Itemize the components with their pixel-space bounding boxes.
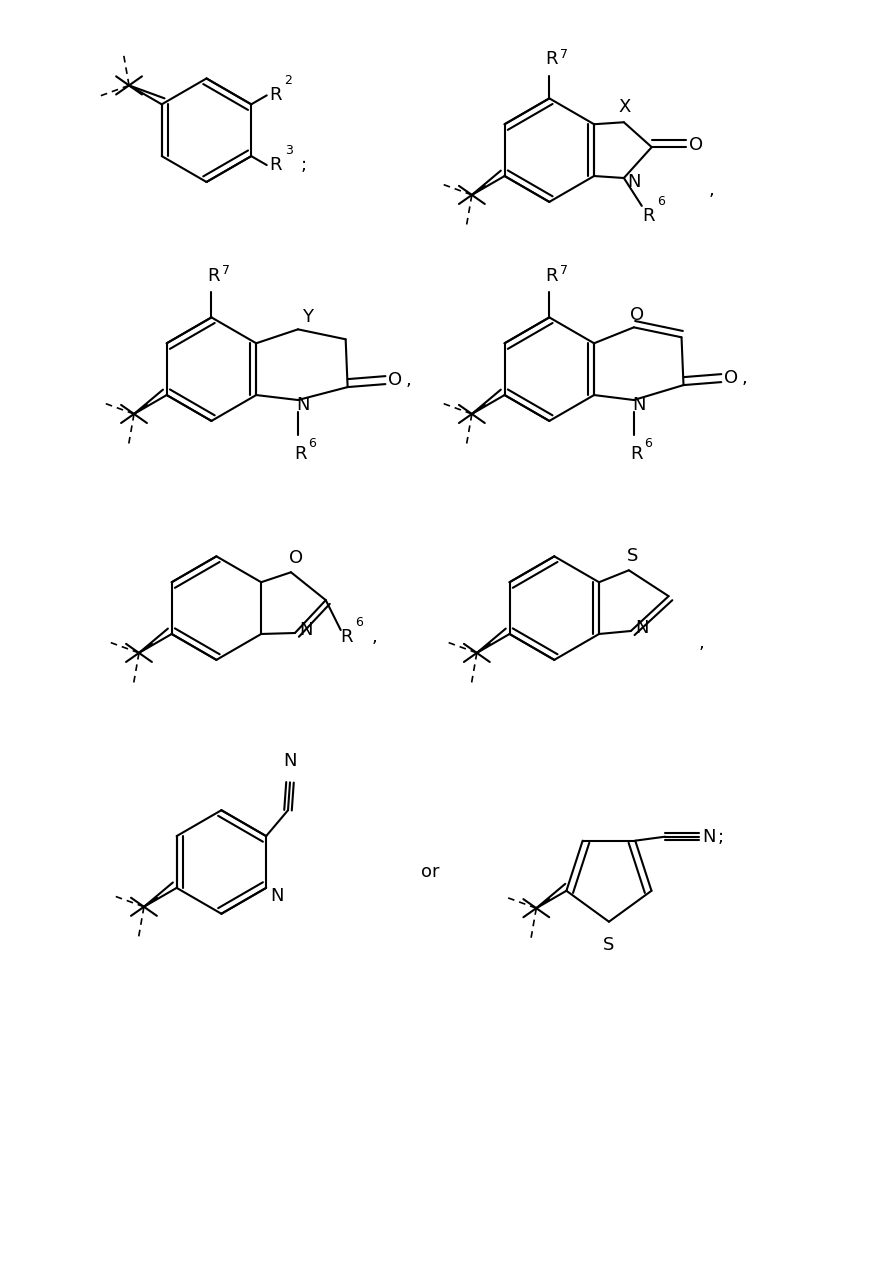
Text: R: R [270, 86, 282, 105]
Text: 7: 7 [222, 264, 230, 277]
Text: 7: 7 [560, 264, 568, 277]
Text: N: N [270, 887, 283, 904]
Text: ,: , [741, 369, 747, 388]
Text: R: R [207, 266, 220, 284]
Text: Y: Y [302, 308, 313, 326]
Text: O: O [289, 549, 304, 567]
Text: N: N [635, 619, 649, 637]
Text: ,: , [405, 371, 411, 389]
Text: N: N [632, 397, 645, 414]
Text: O: O [689, 136, 704, 154]
Text: N: N [296, 397, 310, 414]
Text: R: R [545, 51, 558, 68]
Text: 6: 6 [308, 437, 316, 450]
Text: 7: 7 [560, 48, 568, 61]
Text: ;: ; [301, 157, 306, 174]
Text: N: N [702, 827, 715, 846]
Text: O: O [630, 307, 644, 325]
Text: O: O [724, 369, 738, 388]
Text: 6: 6 [657, 195, 665, 208]
Text: R: R [545, 266, 558, 284]
Text: S: S [604, 936, 615, 954]
Text: ,: , [698, 634, 704, 652]
Text: R: R [341, 628, 353, 645]
Text: N: N [283, 753, 296, 770]
Text: R: R [294, 445, 306, 462]
Text: 3: 3 [285, 144, 293, 157]
Text: 6: 6 [643, 437, 651, 450]
Text: R: R [270, 157, 282, 174]
Text: S: S [627, 547, 638, 566]
Text: 6: 6 [356, 616, 364, 629]
Text: N: N [627, 173, 641, 191]
Text: ,: , [708, 181, 714, 200]
Text: R: R [642, 207, 654, 225]
Text: 2: 2 [285, 75, 293, 87]
Text: ,: , [372, 628, 377, 645]
Text: ;: ; [718, 827, 724, 846]
Text: O: O [389, 371, 403, 389]
Text: N: N [299, 621, 312, 639]
Text: X: X [619, 99, 631, 116]
Text: or: or [421, 863, 439, 880]
Text: R: R [630, 445, 643, 462]
